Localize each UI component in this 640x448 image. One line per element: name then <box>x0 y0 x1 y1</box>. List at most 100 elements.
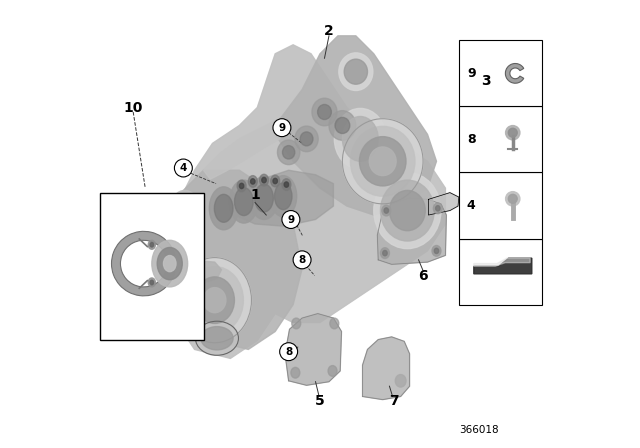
Ellipse shape <box>260 174 269 186</box>
Circle shape <box>280 343 298 361</box>
Ellipse shape <box>270 176 297 217</box>
Ellipse shape <box>344 59 367 84</box>
Ellipse shape <box>295 126 318 152</box>
Text: 4: 4 <box>467 199 476 212</box>
Ellipse shape <box>237 180 246 192</box>
Polygon shape <box>285 314 342 385</box>
Polygon shape <box>181 261 221 283</box>
Ellipse shape <box>172 231 186 249</box>
Text: 8: 8 <box>285 347 292 357</box>
Ellipse shape <box>278 140 300 165</box>
Ellipse shape <box>186 267 243 334</box>
Ellipse shape <box>284 182 289 187</box>
Wedge shape <box>467 89 504 126</box>
Ellipse shape <box>334 108 387 169</box>
Polygon shape <box>428 193 459 215</box>
Ellipse shape <box>230 180 258 223</box>
Ellipse shape <box>342 119 423 204</box>
Ellipse shape <box>282 179 291 190</box>
Polygon shape <box>159 170 302 349</box>
Ellipse shape <box>380 180 435 241</box>
Bar <box>100 193 204 340</box>
Ellipse shape <box>312 98 337 126</box>
Wedge shape <box>506 64 524 83</box>
Ellipse shape <box>204 288 226 313</box>
Ellipse shape <box>262 177 266 183</box>
Text: 9: 9 <box>467 67 476 80</box>
Polygon shape <box>474 258 532 274</box>
Text: 1: 1 <box>250 188 260 202</box>
Text: 9: 9 <box>287 215 294 224</box>
Ellipse shape <box>291 367 300 378</box>
Ellipse shape <box>195 321 239 355</box>
Circle shape <box>293 251 311 269</box>
Ellipse shape <box>435 248 439 254</box>
Ellipse shape <box>160 216 198 263</box>
Ellipse shape <box>369 147 396 176</box>
Ellipse shape <box>165 223 192 257</box>
Polygon shape <box>159 45 445 358</box>
Ellipse shape <box>433 203 442 214</box>
Text: 5: 5 <box>315 394 325 408</box>
Ellipse shape <box>150 242 154 247</box>
Text: 10: 10 <box>124 100 143 115</box>
Ellipse shape <box>383 250 387 256</box>
Ellipse shape <box>176 196 193 216</box>
Ellipse shape <box>506 125 520 140</box>
Ellipse shape <box>150 280 154 284</box>
Bar <box>459 172 541 238</box>
Ellipse shape <box>374 172 441 249</box>
Polygon shape <box>362 337 410 400</box>
Ellipse shape <box>234 188 253 215</box>
Ellipse shape <box>351 126 415 196</box>
Polygon shape <box>474 258 530 266</box>
Ellipse shape <box>342 116 378 161</box>
Ellipse shape <box>339 53 373 90</box>
Text: 4: 4 <box>180 163 187 173</box>
Ellipse shape <box>508 128 517 137</box>
Polygon shape <box>275 36 436 215</box>
Text: 366018: 366018 <box>460 426 499 435</box>
Ellipse shape <box>255 184 273 212</box>
Polygon shape <box>204 121 284 179</box>
Ellipse shape <box>250 179 255 184</box>
Ellipse shape <box>506 192 520 206</box>
Bar <box>459 40 541 107</box>
Circle shape <box>273 119 291 137</box>
Ellipse shape <box>384 208 388 213</box>
Text: 8: 8 <box>298 255 306 265</box>
Circle shape <box>282 211 300 228</box>
Ellipse shape <box>152 240 188 287</box>
Ellipse shape <box>380 248 390 258</box>
Ellipse shape <box>148 278 156 287</box>
Ellipse shape <box>273 178 278 184</box>
Ellipse shape <box>432 246 441 256</box>
Ellipse shape <box>300 132 313 146</box>
Ellipse shape <box>178 258 252 343</box>
Ellipse shape <box>389 190 425 231</box>
Ellipse shape <box>360 137 406 186</box>
Ellipse shape <box>335 117 350 134</box>
Ellipse shape <box>292 318 301 329</box>
Ellipse shape <box>248 176 257 187</box>
Ellipse shape <box>157 247 182 280</box>
Ellipse shape <box>239 183 244 189</box>
Ellipse shape <box>275 183 292 210</box>
Ellipse shape <box>271 175 280 187</box>
Text: 6: 6 <box>418 268 428 283</box>
Bar <box>459 238 541 305</box>
Ellipse shape <box>382 205 391 216</box>
Bar <box>459 107 541 172</box>
Text: 3: 3 <box>481 73 491 88</box>
Polygon shape <box>235 170 333 226</box>
Ellipse shape <box>317 104 332 120</box>
Text: 2: 2 <box>324 24 334 39</box>
Ellipse shape <box>201 327 233 350</box>
Ellipse shape <box>195 277 234 323</box>
Ellipse shape <box>250 177 278 220</box>
Ellipse shape <box>148 240 156 249</box>
Circle shape <box>174 159 193 177</box>
Ellipse shape <box>436 206 440 211</box>
Ellipse shape <box>328 366 337 376</box>
Wedge shape <box>111 231 175 296</box>
